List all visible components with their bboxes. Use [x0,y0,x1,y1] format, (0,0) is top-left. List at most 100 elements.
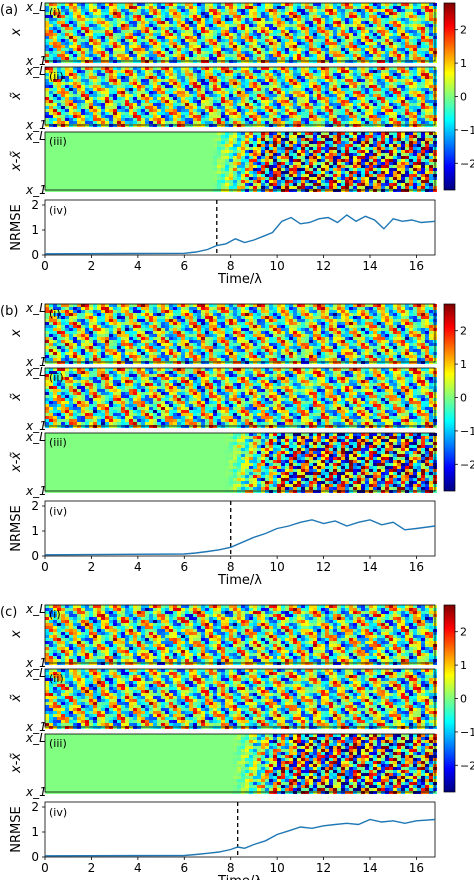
heatmap-cell [321,27,325,30]
heatmap-cell [393,138,397,141]
heatmap-cell [69,36,73,39]
heatmap-cell [253,97,257,100]
heatmap-cell [81,141,85,144]
heatmap-cell [361,45,365,48]
heatmap-cell [197,88,201,91]
heatmap-cell [349,6,353,9]
heatmap-cell [213,141,217,144]
heatmap-cell [325,3,329,6]
heatmap-cell [417,36,421,39]
heatmap-cell [173,147,177,150]
heatmap-cell [105,21,109,24]
heatmap-cell [385,121,389,124]
heatmap-cell [205,73,209,76]
heatmap-cell [285,18,289,21]
heatmap-cell [305,138,309,141]
heatmap-cell [225,42,229,45]
heatmap-cell [329,88,333,91]
heatmap-cell [321,94,325,97]
heatmap-cell [173,112,177,115]
heatmap-cell [149,30,153,33]
heatmap-cell [345,106,349,109]
heatmap-cell [277,33,281,36]
heatmap-cell [317,73,321,76]
heatmap-cell [409,138,413,141]
heatmap-cell [101,162,105,165]
heatmap-cell [85,15,89,18]
heatmap-cell [317,138,321,141]
heatmap-cell [45,156,49,159]
heatmap-cell [341,60,345,63]
heatmap-cell [281,30,285,33]
heatmap-cell [45,91,49,94]
heatmap-cell [317,54,321,57]
heatmap-cell [73,54,77,57]
heatmap-cell [205,153,209,156]
heatmap-cell [49,76,53,79]
heatmap-cell [249,42,253,45]
heatmap-cell [369,118,373,121]
heatmap-cell [305,42,309,45]
heatmap-cell [69,118,73,121]
heatmap-cell [97,141,101,144]
heatmap-cell [213,54,217,57]
heatmap-cell [233,88,237,91]
heatmap-cell [349,27,353,30]
heatmap-cell [45,121,49,124]
heatmap-cell [189,79,193,82]
heatmap-cell [93,27,97,30]
heatmap-cell [193,115,197,118]
heatmap-cell [69,76,73,79]
heatmap-cell [133,45,137,48]
heatmap-cell [345,118,349,121]
heatmap-cell [145,94,149,97]
heatmap-cell [345,138,349,141]
heatmap-cell [265,147,269,150]
heatmap-cell [53,48,57,51]
heatmap-cell [165,42,169,45]
heatmap-cell [233,73,237,76]
heatmap-cell [137,30,141,33]
heatmap-cell [73,27,77,30]
heatmap-cell [105,70,109,73]
heatmap-cell [153,48,157,51]
heatmap-cell [145,21,149,24]
heatmap-cell [361,150,365,153]
heatmap-cell [345,30,349,33]
heatmap-cell [265,60,269,63]
heatmap-cell [97,67,101,70]
heatmap-cell [253,103,257,106]
heatmap-cell [361,76,365,79]
heatmap-cell [333,132,337,135]
heatmap-cell [101,79,105,82]
heatmap-cell [53,67,57,70]
heatmap-cell [261,141,265,144]
heatmap-cell [381,106,385,109]
heatmap-cell [305,9,309,12]
heatmap-cell [429,57,433,60]
heatmap-cell [73,121,77,124]
heatmap-cell [245,67,249,70]
heatmap-cell [405,88,409,91]
heatmap-cell [221,45,225,48]
heatmap-cell [189,70,193,73]
heatmap-cell [301,141,305,144]
heatmap-cell [173,156,177,159]
heatmap-cell [353,153,357,156]
heatmap-cell [429,115,433,118]
heatmap-cell [217,70,221,73]
heatmap-cell [153,109,157,112]
heatmap-cell [373,103,377,106]
heatmap-cell [297,9,301,12]
heatmap-cell [49,103,53,106]
heatmap-cell [357,15,361,18]
heatmap-cell [177,141,181,144]
heatmap-cell [169,94,173,97]
heatmap-cell [313,106,317,109]
heatmap-cell [325,118,329,121]
heatmap-cell [97,88,101,91]
heatmap-cell [385,3,389,6]
heatmap-cell [169,135,173,138]
heatmap-cell [205,54,209,57]
heatmap-cell [337,124,341,127]
